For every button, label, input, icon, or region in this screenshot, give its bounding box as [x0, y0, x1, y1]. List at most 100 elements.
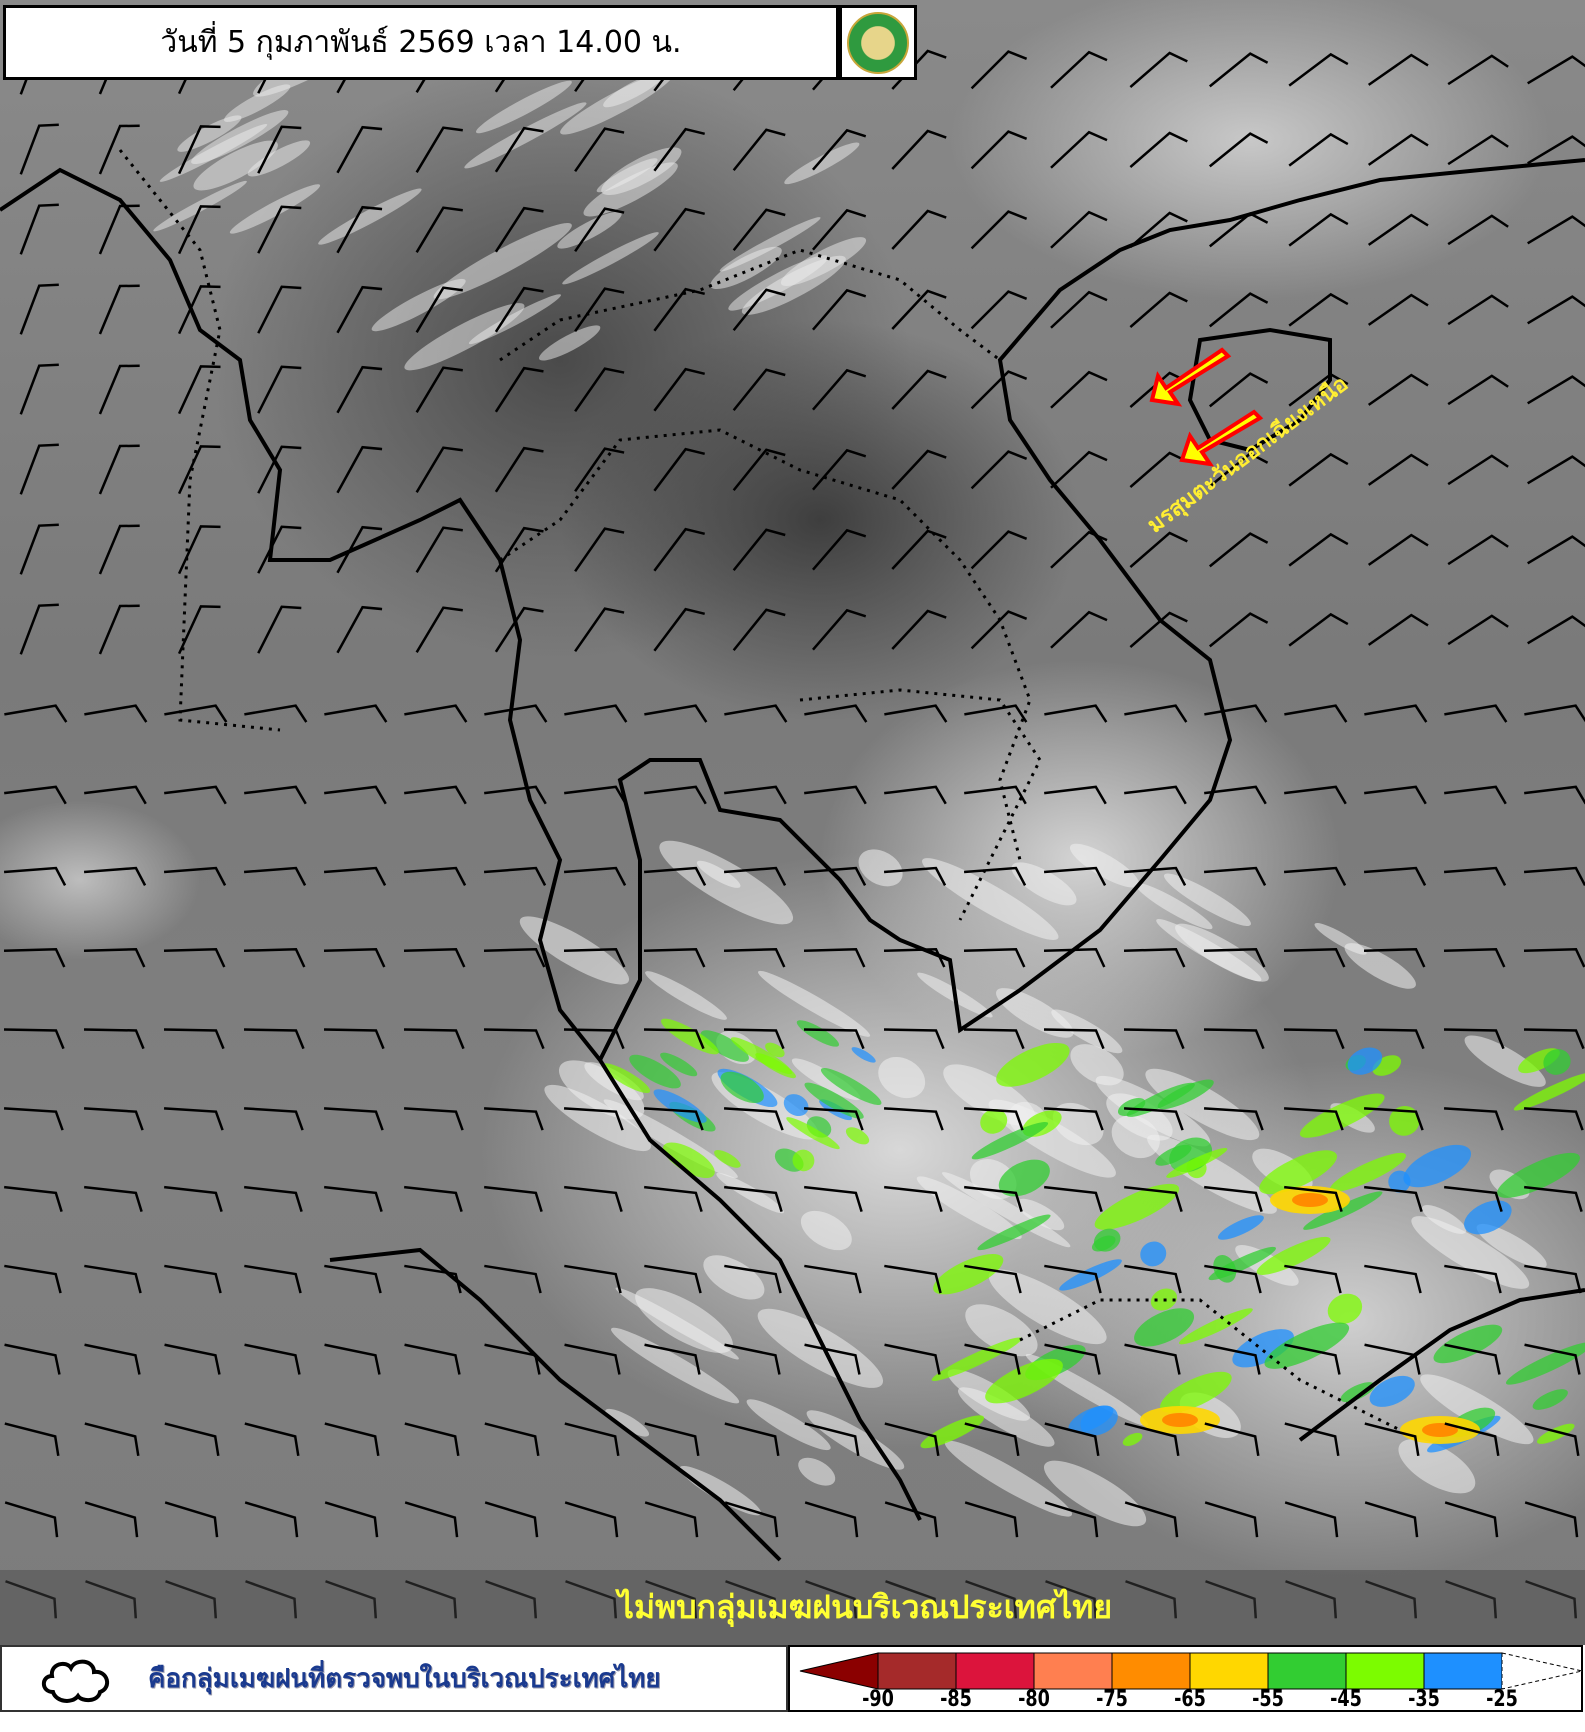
wind-barb — [1527, 295, 1585, 325]
cloud-patch — [958, 1387, 1055, 1447]
wind-barb — [963, 866, 1027, 886]
rain-patch — [1166, 1147, 1228, 1178]
cloud-patch — [247, 140, 311, 177]
wind-barb — [1043, 866, 1107, 886]
wind-barb — [1447, 534, 1509, 566]
wind-barb — [963, 1028, 1025, 1050]
wind-barb — [565, 1580, 618, 1619]
cloud-patch — [635, 1288, 733, 1353]
wind-barb — [4, 704, 68, 723]
wind-barb — [1443, 866, 1507, 886]
wind-barb — [643, 866, 707, 886]
cloud-patch — [922, 858, 1059, 940]
wind-barb — [564, 785, 627, 805]
wind-barb — [4, 1264, 62, 1294]
wind-barb — [415, 606, 463, 653]
wind-barb — [403, 947, 466, 968]
wind-barb — [483, 947, 546, 968]
wind-barb — [1123, 947, 1186, 968]
wind-barb — [723, 947, 786, 968]
rain-patch — [1292, 1193, 1328, 1207]
wind-barb — [336, 285, 383, 334]
wind-barb — [98, 364, 140, 415]
wind-barb — [84, 1343, 141, 1375]
wind-barb — [1208, 612, 1269, 648]
wind-barb — [163, 1028, 225, 1050]
wind-barb — [1283, 866, 1347, 886]
wind-barb — [645, 1580, 698, 1619]
wind-barb — [883, 947, 946, 968]
wind-barb — [1364, 1185, 1423, 1212]
wind-barb — [1129, 211, 1188, 248]
wind-barb — [884, 785, 947, 805]
wind-barb — [483, 1107, 544, 1131]
cloud-patch — [1043, 1460, 1147, 1527]
wind-barb — [1367, 53, 1429, 86]
wind-barb — [812, 368, 867, 411]
wind-barb — [970, 610, 1028, 650]
wind-barb — [484, 1185, 543, 1212]
wind-barb — [324, 1264, 382, 1294]
wind-barb — [1444, 1264, 1502, 1294]
wind-barb — [98, 524, 140, 575]
wind-barb — [970, 450, 1028, 490]
wind-barb — [1524, 1264, 1582, 1294]
cloud-legend: คือกลุ่มเมฆฝนที่ตรวจพบในบริเวณประเทศไทย — [0, 1645, 788, 1712]
rain-cloud-patches — [602, 1018, 1585, 1453]
rain-patch — [1091, 1235, 1116, 1252]
wind-barb — [1524, 785, 1585, 805]
rain-patch — [1543, 1049, 1571, 1075]
rain-patch — [1327, 1293, 1363, 1324]
wind-barb — [336, 525, 383, 574]
rain-patch — [1232, 1329, 1294, 1368]
wind-barb — [1523, 866, 1585, 886]
wind-barb — [732, 448, 786, 492]
wind-barb — [724, 1422, 780, 1457]
wind-barb — [323, 947, 386, 968]
wind-barb — [4, 1422, 60, 1457]
cloud-patch — [605, 1408, 650, 1437]
wind-barb — [415, 206, 463, 253]
wind-barb — [1044, 704, 1108, 723]
map-overlay — [0, 43, 1585, 1619]
wind-barb — [405, 1580, 458, 1619]
wind-barb — [574, 287, 625, 333]
rain-patch — [662, 1142, 715, 1178]
wind-barb — [1129, 291, 1188, 328]
wind-barb — [1050, 210, 1108, 249]
monsoon-arrow-icon — [1179, 409, 1264, 467]
cloud-patch — [464, 102, 587, 169]
wind-barb — [1284, 1185, 1343, 1212]
wind-barb — [324, 1422, 380, 1457]
cloud-patch — [942, 1172, 1071, 1248]
wind-barb — [164, 1185, 223, 1212]
wind-barb — [1445, 1580, 1498, 1619]
rain-patch — [602, 1063, 651, 1094]
wind-barb — [164, 704, 228, 723]
wind-barb — [484, 785, 547, 805]
wind-barb — [1367, 373, 1429, 406]
rain-patch — [980, 1108, 1008, 1134]
wind-barb — [1050, 610, 1108, 649]
rain-patch — [845, 1127, 870, 1145]
coastline-sumatra — [329, 1247, 782, 1562]
colorbar-segment — [1111, 1652, 1191, 1690]
wind-barb — [494, 526, 544, 573]
wind-barb — [884, 1264, 942, 1294]
wind-barb — [1447, 614, 1509, 646]
wind-barb — [964, 1264, 1022, 1294]
wind-barb — [1044, 1264, 1102, 1294]
wind-barb — [415, 526, 463, 573]
wind-barb — [644, 704, 708, 723]
wind-barb — [324, 1501, 379, 1538]
wind-barb — [164, 1501, 219, 1538]
wind-barb — [883, 866, 947, 886]
wind-barb — [1364, 1264, 1422, 1294]
wind-barb — [1367, 453, 1429, 486]
rain-patch — [660, 1052, 698, 1077]
wind-barb — [1447, 374, 1509, 406]
rain-patch — [629, 1054, 681, 1089]
wind-barb — [563, 1028, 625, 1050]
wind-barb — [4, 1185, 63, 1212]
wind-barb — [1447, 454, 1509, 486]
